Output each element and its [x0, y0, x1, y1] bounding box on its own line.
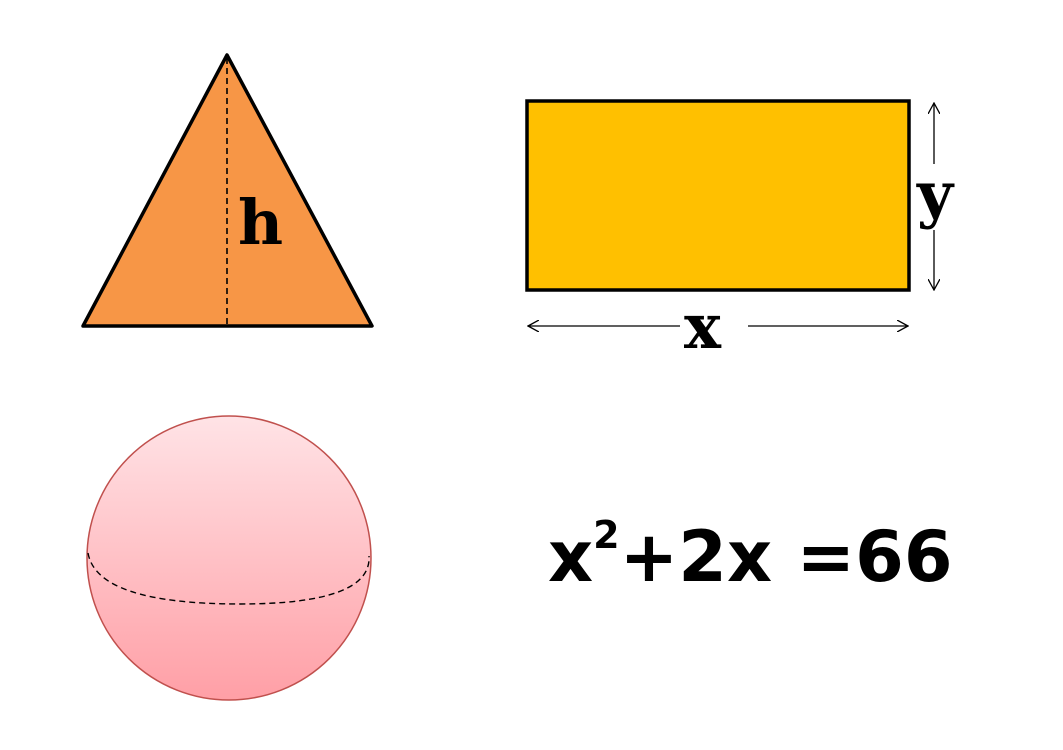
triangle-shape: h [81, 53, 374, 328]
equation-base: x [548, 516, 594, 598]
rectangle-height-label: y [916, 158, 955, 231]
equation-text: x2+2x =66 [548, 516, 953, 592]
triangle-height-label: h [238, 186, 283, 259]
rectangle-shape: y x [525, 99, 955, 363]
rectangle-body [525, 99, 911, 292]
sphere-body [86, 415, 372, 701]
equation-exponent: 2 [593, 513, 620, 557]
rectangle-width-label: x [684, 290, 722, 363]
equation-rest: +2x =66 [619, 516, 953, 598]
sphere-equator [87, 552, 370, 605]
sphere-shape [86, 415, 372, 701]
